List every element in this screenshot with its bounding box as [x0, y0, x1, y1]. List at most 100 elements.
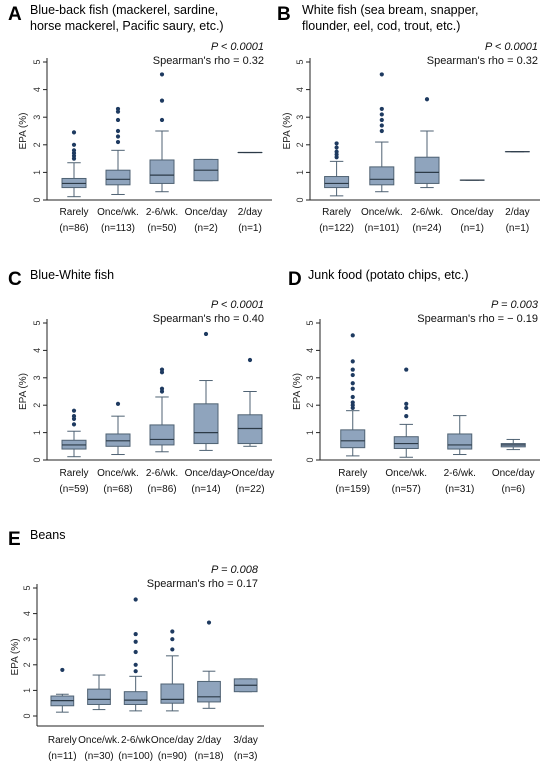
iqr-box: [324, 176, 350, 189]
box-3: [414, 97, 440, 189]
outlier-point: [247, 357, 253, 363]
outlier-point: [350, 367, 355, 372]
outlier-point: [334, 141, 339, 146]
count-label: (n=90): [158, 751, 187, 762]
panel-title-line: horse mackerel, Pacific saury, etc.): [30, 19, 224, 33]
p-value-text: P < 0.0001: [485, 41, 538, 53]
y-tick-label: 0: [22, 713, 32, 718]
panel-b: B White fish (sea bream, snapper, flounder…: [277, 3, 540, 234]
category-label: Once/day: [492, 468, 535, 479]
y-axis-label: EPA (%): [18, 112, 29, 149]
category-label: 2-6/wk.: [411, 207, 443, 218]
outlier-point: [71, 148, 77, 153]
y-tick-label: 4: [305, 348, 315, 353]
outlier-point: [71, 422, 77, 427]
outlier-point: [404, 401, 409, 406]
outlier-point: [334, 145, 339, 150]
box-1: [324, 141, 350, 197]
count-label: (n=11): [48, 751, 76, 762]
iqr-box: [237, 414, 263, 445]
outlier-point: [115, 134, 121, 139]
iqr-box: [160, 683, 185, 704]
category-label: Rarely: [338, 468, 367, 479]
category-label: Rarely: [48, 735, 77, 746]
count-label: (n=30): [84, 751, 113, 762]
panel-title-line: Beans: [30, 528, 65, 542]
box-4: [193, 331, 219, 451]
y-tick-label: 4: [32, 348, 42, 353]
box-6: [233, 678, 258, 693]
outlier-point: [170, 637, 175, 642]
box-2: [87, 674, 111, 711]
p-value-text: P = 0.008: [211, 564, 259, 576]
outlier-point: [159, 98, 165, 103]
outlier-point: [424, 97, 430, 102]
count-label: (n=68): [103, 484, 132, 495]
panel-title-line: Blue-back fish (mackerel, sardine,: [30, 3, 218, 17]
outlier-point: [350, 359, 355, 364]
iqr-box: [197, 680, 221, 703]
panel-d: D Junk food (potato chips, etc.) P = 0.003…: [288, 268, 540, 495]
box-1: [340, 333, 366, 457]
y-axis-label: EPA (%): [292, 373, 303, 410]
category-label: 2/day: [238, 207, 262, 218]
box-5: [237, 357, 263, 447]
count-label: (n=1): [238, 223, 262, 234]
box-2: [105, 401, 131, 456]
iqr-box: [340, 429, 366, 449]
outlier-point: [379, 72, 384, 77]
category-label: Once/wk.: [78, 735, 120, 746]
outlier-point: [133, 631, 138, 637]
y-tick-label: 3: [22, 637, 32, 642]
outlier-point: [71, 408, 77, 413]
y-tick-label: 0: [32, 197, 42, 202]
y-tick-label: 2: [22, 662, 32, 667]
iqr-box: [369, 166, 395, 186]
box-4: [193, 158, 219, 182]
count-label: (n=57): [392, 484, 421, 495]
y-tick-label: 4: [295, 87, 305, 92]
count-label: (n=159): [335, 484, 370, 495]
outlier-point: [379, 117, 384, 123]
panel-letter: C: [8, 269, 22, 290]
y-tick-label: 0: [305, 457, 315, 462]
outlier-point: [350, 394, 355, 400]
p-value-text: P = 0.003: [491, 299, 539, 311]
box-3: [149, 367, 175, 453]
outlier-point: [350, 333, 355, 338]
outlier-point: [170, 629, 175, 634]
outlier-point: [115, 117, 121, 123]
y-tick-label: 3: [305, 375, 315, 380]
outlier-point: [379, 128, 384, 134]
y-tick-label: 5: [32, 59, 42, 64]
y-tick-label: 2: [32, 403, 42, 408]
category-label: 2-6/wk.: [146, 468, 178, 479]
outlier-point: [115, 128, 121, 134]
y-tick-label: 0: [295, 197, 305, 202]
y-tick-label: 3: [32, 375, 42, 380]
panel-letter: D: [288, 269, 302, 290]
y-tick-label: 5: [305, 320, 315, 325]
box-3: [447, 415, 473, 456]
outlier-point: [60, 667, 65, 673]
outlier-point: [71, 142, 77, 147]
y-tick-label: 5: [22, 585, 32, 590]
box-2: [369, 72, 395, 193]
outlier-point: [350, 381, 355, 386]
count-label: (n=6): [501, 484, 525, 495]
category-label: 3/day: [233, 735, 257, 746]
category-label: Once/wk.: [361, 207, 403, 218]
outlier-point: [71, 130, 77, 135]
outlier-point: [133, 669, 138, 674]
outlier-point: [133, 649, 138, 655]
category-label: Once/day: [185, 207, 228, 218]
outlier-point: [379, 106, 384, 112]
category-label: 2/day: [197, 735, 221, 746]
box-3: [149, 72, 175, 193]
category-label: Once/day: [151, 735, 194, 746]
count-label: (n=100): [118, 751, 153, 762]
box-5: [197, 620, 221, 709]
y-tick-label: 1: [295, 170, 305, 175]
box-2: [105, 106, 131, 195]
